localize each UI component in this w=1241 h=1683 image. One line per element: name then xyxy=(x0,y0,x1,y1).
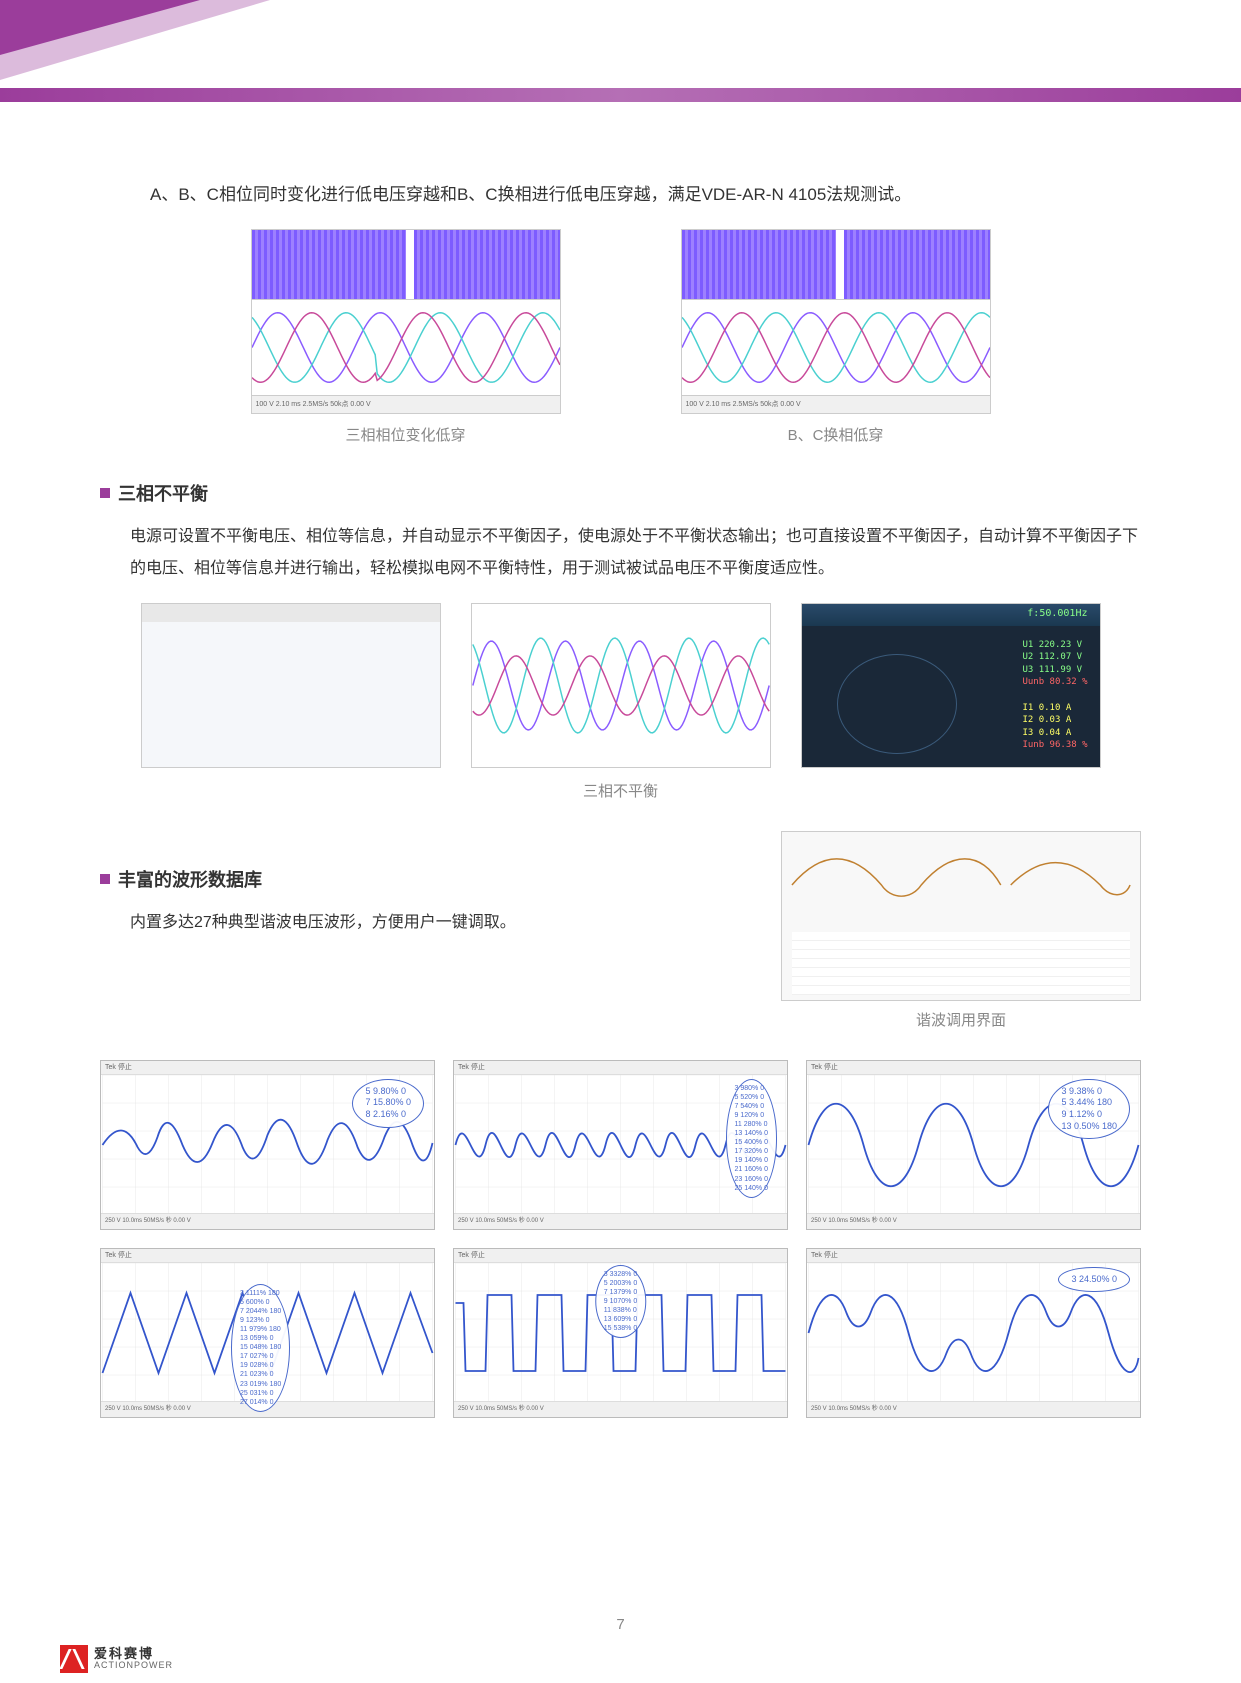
scope-right: 100 V 2.10 ms 2.5MS/s 50k点 0.00 V xyxy=(681,229,991,414)
harmonic-bubble: 5 9.80% 07 15.80% 08 2.16% 0 xyxy=(352,1079,424,1128)
section1-caption: 三相不平衡 xyxy=(100,780,1141,801)
section1-body: 电源可设置不平衡电压、相位等信息，并自动显示不平衡因子，使电源处于不平衡状态输出… xyxy=(100,521,1141,585)
logo-en: ACTIONPOWER xyxy=(94,1661,173,1671)
section2-body: 内置多达27种典型谐波电压波形，方便用户一键调取。 xyxy=(100,907,731,939)
analyzer-readings: U1 220.23 VU2 112.07 VU3 111.99 VUunb 80… xyxy=(1022,639,1087,752)
analyzer-panel: f:50.001Hz U1 220.23 VU2 112.07 VU3 111.… xyxy=(801,603,1101,768)
harmonic-grid: Tek 停止250 V 10.0ms 50MS/s 秒 0.00 V5 9.80… xyxy=(100,1060,1141,1418)
intro-text: A、B、C相位同时变化进行低电压穿越和B、C换相进行低电压穿越，满足VDE-AR… xyxy=(100,180,1141,211)
scope-pair: 100 V 2.10 ms 2.5MS/s 50k点 0.00 V 三相相位变化… xyxy=(100,229,1141,445)
section2-title: 丰富的波形数据库 xyxy=(118,866,262,892)
section2-row: 丰富的波形数据库 内置多达27种典型谐波电压波形，方便用户一键调取。 谐波调用界… xyxy=(100,831,1141,1030)
section1-panels: f:50.001Hz U1 220.23 VU2 112.07 VU3 111.… xyxy=(100,603,1141,768)
logo-cn: 爱科赛博 xyxy=(94,1647,173,1661)
page-number: 7 xyxy=(0,1616,1241,1633)
harmonic-cell: Tek 停止250 V 10.0ms 50MS/s 秒 0.00 V3 9.38… xyxy=(806,1060,1141,1230)
section1-title: 三相不平衡 xyxy=(118,480,208,506)
analyzer-freq: f:50.001Hz xyxy=(1027,608,1087,619)
harmonic-cell: Tek 停止250 V 10.0ms 50MS/s 秒 0.00 V5 9.80… xyxy=(100,1060,435,1230)
harmonic-bubble: 3 24.50% 0 xyxy=(1058,1267,1130,1293)
scope-left-caption: 三相相位变化低穿 xyxy=(251,424,561,445)
wave-lib-caption: 谐波调用界面 xyxy=(781,1009,1141,1030)
harmonic-cell: Tek 停止250 V 10.0ms 50MS/s 秒 0.00 V3 24.5… xyxy=(806,1248,1141,1418)
harmonic-cell: Tek 停止250 V 10.0ms 50MS/s 秒 0.00 V3 3328… xyxy=(453,1248,788,1418)
bullet-icon xyxy=(100,488,110,498)
harmonic-bubble: 3 9.38% 05 3.44% 1809 1.12% 013 0.50% 18… xyxy=(1048,1079,1130,1140)
section1-header: 三相不平衡 xyxy=(100,480,1141,506)
section2-header: 丰富的波形数据库 xyxy=(100,866,731,892)
harmonic-bubble: 3 3328% 05 2003% 07 1379% 09 1070% 011 8… xyxy=(595,1265,646,1339)
harmonic-cell: Tek 停止250 V 10.0ms 50MS/s 秒 0.00 V3 980%… xyxy=(453,1060,788,1230)
software-panel xyxy=(141,603,441,768)
page-content: A、B、C相位同时变化进行低电压穿越和B、C换相进行低电压穿越，满足VDE-AR… xyxy=(0,180,1241,1418)
harmonic-cell: Tek 停止250 V 10.0ms 50MS/s 秒 0.00 V3 1111… xyxy=(100,1248,435,1418)
wave-lib-panel xyxy=(781,831,1141,1001)
scope-right-caption: B、C换相低穿 xyxy=(681,424,991,445)
harmonic-bubble: 3 1111% 1805 600% 07 2044% 1809 123% 011… xyxy=(231,1284,290,1412)
bullet-icon xyxy=(100,874,110,884)
logo-icon xyxy=(60,1645,88,1673)
header-decoration xyxy=(0,0,1241,100)
scope-panel xyxy=(471,603,771,768)
footer-logo: 爱科赛博 ACTIONPOWER xyxy=(60,1645,173,1673)
scope-left: 100 V 2.10 ms 2.5MS/s 50k点 0.00 V xyxy=(251,229,561,414)
harmonic-bubble: 3 980% 05 520% 07 540% 09 120% 011 280% … xyxy=(726,1079,777,1198)
